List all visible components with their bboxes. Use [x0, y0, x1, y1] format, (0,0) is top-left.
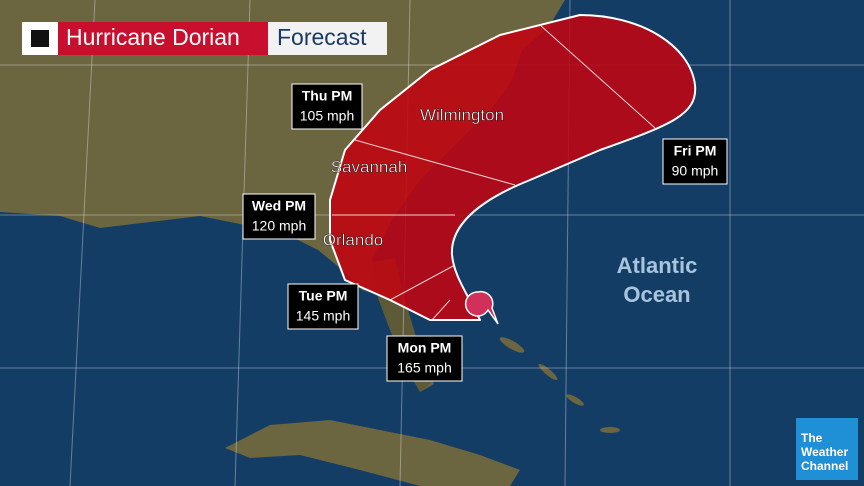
logo-box	[796, 418, 858, 480]
forecast-box	[291, 83, 363, 130]
forecast-cone	[329, 14, 697, 321]
forecast-day: Wed PM	[252, 198, 306, 214]
ocean-label: Atlantic	[617, 253, 698, 278]
forecast-wind: 120 mph	[252, 218, 306, 234]
hurricane-icon	[464, 290, 499, 325]
forecast-wind: 145 mph	[296, 308, 350, 324]
city-label: Orlando	[323, 230, 383, 249]
subtitle-box	[268, 22, 387, 55]
logo	[796, 418, 858, 480]
ocean-label: Ocean	[623, 282, 690, 307]
logo-text: Weather	[801, 445, 848, 459]
bahamas	[499, 337, 620, 433]
city-label: Wilmington	[420, 105, 504, 124]
forecast-box	[242, 193, 316, 240]
forecast-day: Fri PM	[674, 143, 717, 159]
forecast-day: Mon PM	[398, 340, 452, 356]
header: Hurricane Dorian Forecast	[22, 22, 387, 55]
subtitle: Forecast	[277, 24, 367, 50]
logo-text: The	[801, 431, 823, 445]
title-box	[58, 22, 268, 55]
forecast-day: Thu PM	[302, 88, 353, 104]
forecast-box	[386, 335, 463, 382]
forecast-wind: 105 mph	[300, 108, 354, 124]
forecast-box	[662, 138, 728, 185]
logo-text: Channel	[801, 459, 848, 473]
title: Hurricane Dorian	[66, 24, 240, 50]
forecast-day: Tue PM	[299, 288, 348, 304]
cone-dividers	[332, 24, 656, 321]
city-label: Savannah	[331, 157, 408, 176]
cuba	[225, 420, 520, 486]
forecast-wind: 90 mph	[672, 163, 719, 179]
header-icon	[31, 30, 49, 47]
forecast-wind: 165 mph	[397, 360, 451, 376]
forecast-box	[287, 283, 359, 330]
